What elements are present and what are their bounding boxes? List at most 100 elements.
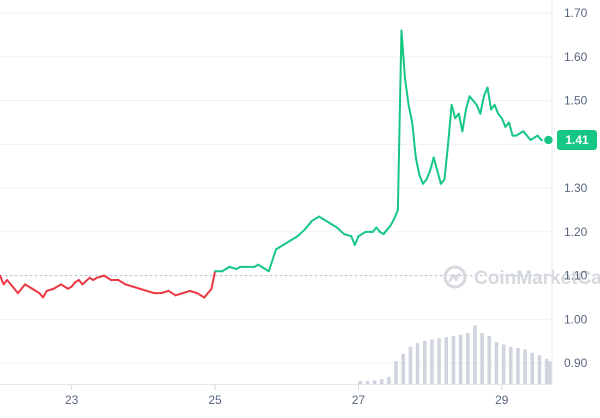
price-segment-down bbox=[42, 289, 48, 299]
price-segment-down bbox=[16, 283, 27, 295]
y-tick-label: 1.30 bbox=[564, 181, 588, 195]
volume-bar bbox=[451, 336, 456, 384]
price-line bbox=[0, 29, 550, 299]
y-tick-label: 1.20 bbox=[564, 225, 588, 239]
price-segment-up bbox=[425, 169, 432, 181]
volume-bar bbox=[387, 376, 391, 384]
volume-bar bbox=[394, 361, 398, 384]
price-segment-down bbox=[0, 274, 5, 286]
price-segment-up bbox=[335, 226, 346, 236]
price-segment-up bbox=[343, 233, 353, 238]
volume-bar bbox=[548, 361, 552, 384]
y-tick-label: 0.90 bbox=[564, 356, 588, 370]
volume-bar bbox=[516, 348, 520, 384]
price-segment-down bbox=[6, 279, 16, 290]
price-segment-up bbox=[407, 104, 414, 124]
price-segment-up bbox=[429, 156, 435, 172]
volume-bars bbox=[358, 325, 552, 384]
price-segment-down bbox=[181, 289, 191, 295]
price-segment-up bbox=[418, 174, 424, 185]
current-price-label: 1.41 bbox=[565, 133, 589, 147]
price-segment-up bbox=[350, 235, 356, 246]
volume-bar bbox=[408, 346, 413, 384]
volume-bar bbox=[422, 340, 427, 384]
price-segment-down bbox=[24, 283, 34, 290]
volume-bar bbox=[494, 342, 499, 384]
price-segment-down bbox=[145, 289, 156, 295]
price-segment-up bbox=[443, 143, 450, 181]
price-segment-down bbox=[45, 287, 55, 292]
price-segment-up bbox=[389, 217, 396, 227]
price-segment-down bbox=[160, 289, 170, 295]
price-segment-up bbox=[303, 219, 313, 231]
price-segment-up bbox=[221, 265, 231, 273]
volume-bar bbox=[501, 344, 506, 384]
volume-bar bbox=[465, 333, 470, 384]
price-segment-up bbox=[414, 156, 421, 176]
price-segment-up bbox=[447, 104, 453, 146]
x-tick-label: 25 bbox=[208, 393, 222, 407]
price-segment-up bbox=[328, 222, 338, 229]
price-segment-up bbox=[486, 86, 493, 111]
price-segment-up bbox=[493, 104, 500, 115]
price-segment-up bbox=[450, 104, 457, 120]
price-segment-up bbox=[432, 156, 439, 172]
price-segment-down bbox=[52, 283, 62, 290]
x-tick-label: 29 bbox=[495, 393, 509, 407]
price-segment-up bbox=[296, 228, 306, 238]
price-segment-down bbox=[188, 289, 199, 295]
x-tick-label: 23 bbox=[65, 393, 79, 407]
price-segment-up bbox=[529, 134, 539, 141]
price-segment-down bbox=[102, 274, 113, 281]
volume-bar bbox=[379, 379, 384, 384]
volume-bar bbox=[530, 352, 535, 384]
volume-bar bbox=[365, 381, 370, 384]
watermark: CoinMarketCap bbox=[443, 265, 600, 289]
axes: 0.901.001.101.201.301.401.501.601.702325… bbox=[0, 0, 588, 407]
volume-bar bbox=[537, 355, 542, 384]
price-segment-up bbox=[396, 29, 403, 211]
volume-bar bbox=[508, 346, 513, 384]
price-segment-up bbox=[357, 230, 367, 238]
price-segment-up bbox=[267, 248, 277, 273]
price-segment-up bbox=[400, 29, 407, 80]
volume-bar bbox=[487, 336, 492, 384]
y-tick-label: 1.10 bbox=[564, 269, 588, 283]
volume-bar bbox=[523, 349, 527, 384]
price-segment-down bbox=[117, 279, 127, 286]
current-price-badge bbox=[557, 130, 597, 150]
y-tick-label: 1.00 bbox=[564, 312, 588, 326]
price-segment-up bbox=[411, 121, 417, 159]
price-segment-down bbox=[31, 287, 41, 295]
x-tick-label: 27 bbox=[352, 393, 366, 407]
price-segment-down bbox=[167, 289, 177, 297]
price-segment-down bbox=[81, 276, 91, 286]
price-segment-up bbox=[289, 235, 299, 242]
price-segment-up bbox=[228, 265, 238, 271]
price-segment-up bbox=[464, 95, 471, 111]
price-segment-up bbox=[479, 95, 485, 115]
price-segment-up bbox=[515, 130, 525, 137]
price-segment-up bbox=[522, 130, 532, 141]
current-price-dot bbox=[542, 134, 555, 146]
price-segment-up bbox=[393, 209, 399, 220]
watermark-text: CoinMarketCap bbox=[474, 268, 600, 289]
volume-bar bbox=[430, 339, 434, 384]
price-segment-down bbox=[131, 285, 141, 290]
price-segment-up bbox=[461, 108, 467, 133]
price-segment-down bbox=[174, 292, 184, 297]
volume-bar bbox=[444, 337, 449, 384]
volume-bar bbox=[372, 380, 377, 384]
price-segment-up bbox=[500, 117, 507, 128]
volume-bar bbox=[544, 358, 549, 384]
volume-bar bbox=[401, 354, 406, 384]
coinmarketcap-logo-icon bbox=[443, 265, 467, 289]
price-segment-up bbox=[507, 121, 514, 137]
volume-bar bbox=[480, 333, 484, 384]
price-segment-up bbox=[275, 244, 285, 251]
volume-bar bbox=[458, 334, 463, 384]
volume-bar bbox=[415, 343, 420, 384]
price-segment-up bbox=[260, 265, 270, 273]
